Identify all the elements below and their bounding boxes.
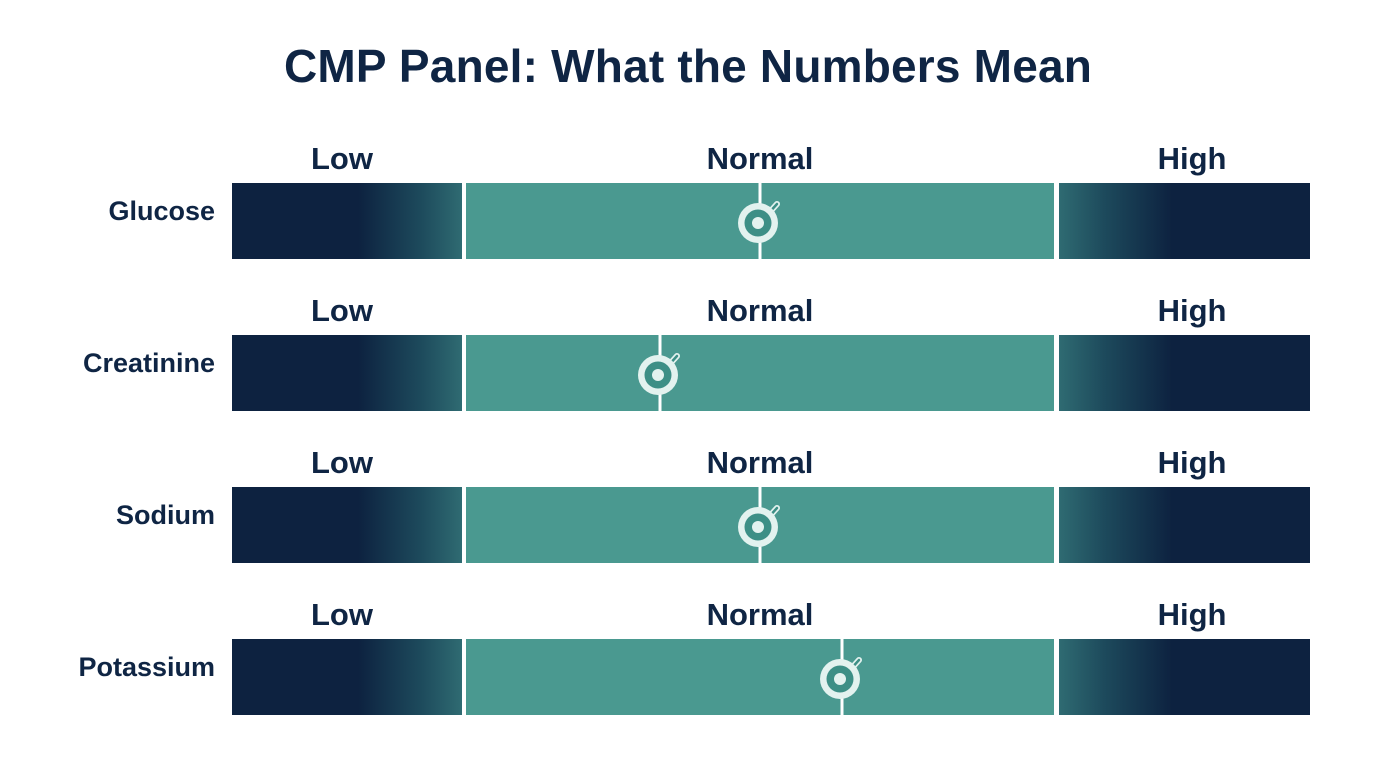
low-zone-label: Low	[311, 141, 373, 176]
low-zone-label: Low	[311, 597, 373, 632]
high-zone-label: High	[1157, 597, 1227, 632]
test-name-label: Creatinine	[82, 348, 215, 378]
low-zone-segment	[232, 639, 462, 715]
low-zone-segment	[232, 335, 462, 411]
high-zone-segment	[1059, 335, 1310, 411]
value-marker-icon	[817, 653, 867, 703]
test-name-label: Potassium	[78, 652, 215, 682]
range-row: Low Normal High Potassium	[0, 595, 1376, 735]
high-zone-label: High	[1157, 293, 1227, 328]
range-bar	[232, 639, 1310, 715]
page-title: CMP Panel: What the Numbers Mean	[283, 40, 1093, 92]
high-zone-label: High	[1157, 141, 1227, 176]
range-bar	[232, 183, 1310, 259]
normal-zone-label: Normal	[706, 597, 814, 632]
normal-zone-label: Normal	[706, 293, 814, 328]
range-row: Low Normal High Sodium	[0, 443, 1376, 583]
range-bar	[232, 487, 1310, 563]
high-zone-segment	[1059, 487, 1310, 563]
test-name-label: Glucose	[108, 196, 215, 226]
value-marker-icon	[735, 197, 785, 247]
normal-zone-segment	[466, 639, 1054, 715]
normal-zone-segment	[466, 335, 1054, 411]
high-zone-label: High	[1157, 445, 1227, 480]
range-row: Low Normal High Glucose	[0, 139, 1376, 279]
range-row: Low Normal High Creatinine	[0, 291, 1376, 431]
low-zone-segment	[232, 487, 462, 563]
value-marker-icon	[735, 501, 785, 551]
high-zone-segment	[1059, 183, 1310, 259]
value-marker-icon	[635, 349, 685, 399]
high-zone-segment	[1059, 639, 1310, 715]
low-zone-label: Low	[311, 293, 373, 328]
low-zone-label: Low	[311, 445, 373, 480]
low-zone-segment	[232, 183, 462, 259]
normal-zone-label: Normal	[706, 445, 814, 480]
test-name-label: Sodium	[116, 500, 215, 530]
range-bar	[232, 335, 1310, 411]
normal-zone-label: Normal	[706, 141, 814, 176]
